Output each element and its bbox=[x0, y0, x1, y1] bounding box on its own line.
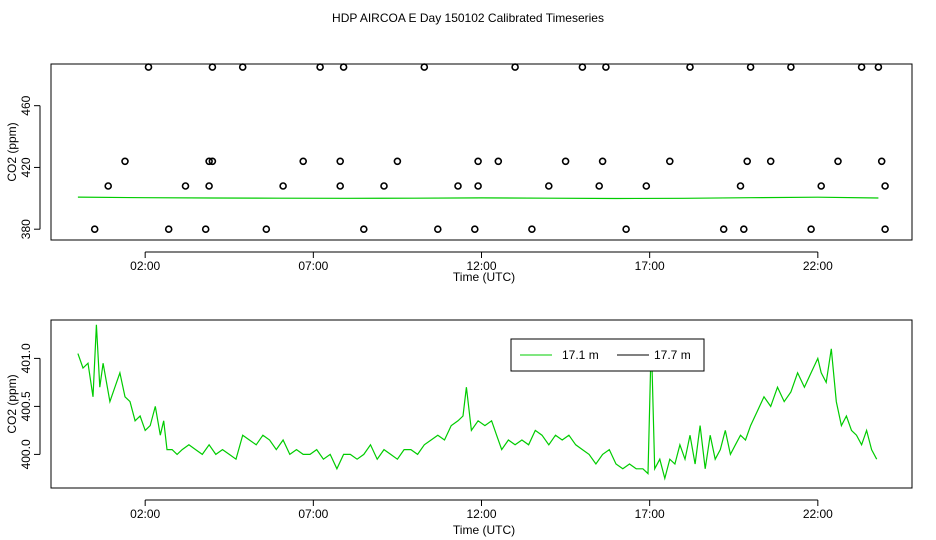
bottom-plot-frame bbox=[50, 319, 913, 489]
top-data-point bbox=[642, 182, 651, 190]
top-data-point bbox=[598, 157, 607, 166]
figure-title: HDP AIRCOA E Day 150102 Calibrated Times… bbox=[332, 11, 604, 25]
top-data-point bbox=[433, 225, 442, 233]
top-data-point bbox=[205, 157, 213, 166]
top-data-point bbox=[743, 157, 752, 166]
top-data-point bbox=[359, 225, 368, 233]
top-data-point bbox=[544, 182, 553, 190]
bottom-y-axis-label: CO2 (ppm) bbox=[5, 374, 19, 433]
bottom-y-tick-label: 401.0 bbox=[19, 343, 33, 373]
top-data-point bbox=[807, 225, 815, 233]
top-data-point bbox=[736, 182, 745, 190]
top-data-point bbox=[279, 182, 287, 190]
top-data-point bbox=[238, 63, 247, 71]
bottom-series-line-0 bbox=[77, 324, 878, 481]
top-chart-panel: 02:00 07:00 12:00 17:00 22:00 380 420 460 Time … bbox=[5, 63, 913, 284]
top-data-point bbox=[299, 157, 308, 166]
legend-label-17-7: 17.7 m bbox=[654, 348, 691, 362]
top-data-point bbox=[420, 63, 429, 71]
top-y-tick-label: 460 bbox=[19, 95, 33, 115]
top-y-tick-label: 380 bbox=[19, 219, 33, 239]
top-x-tick-label: 02:00 bbox=[130, 259, 160, 273]
top-data-point bbox=[474, 182, 482, 190]
legend: 17.1 m 17.7 m bbox=[510, 338, 705, 372]
top-plot-frame bbox=[50, 63, 913, 241]
top-data-point bbox=[454, 182, 462, 190]
bottom-axes: 02:00 07:00 12:00 17:00 22:00 400.0 400.5 401.0 bbox=[19, 343, 833, 521]
bottom-x-tick-label: 12:00 bbox=[466, 507, 496, 521]
top-data-point bbox=[494, 157, 503, 166]
top-data-point bbox=[208, 157, 217, 166]
top-data-point bbox=[393, 157, 402, 166]
top-data-point bbox=[336, 157, 345, 166]
top-data-point bbox=[316, 63, 324, 71]
top-data-point bbox=[474, 157, 482, 166]
top-x-tick-label: 17:00 bbox=[635, 259, 665, 273]
top-x-tick-label: 12:00 bbox=[466, 259, 496, 273]
top-data-point bbox=[90, 225, 99, 233]
top-data-point bbox=[665, 157, 674, 166]
top-data-point bbox=[380, 182, 388, 190]
top-data-point bbox=[336, 182, 345, 190]
top-data-point bbox=[719, 225, 728, 233]
bottom-x-tick-label: 17:00 bbox=[635, 507, 665, 521]
top-data-point bbox=[470, 225, 479, 233]
top-data-point bbox=[787, 63, 795, 71]
top-data-point bbox=[834, 157, 842, 166]
top-data-point bbox=[739, 225, 748, 233]
top-data-point bbox=[622, 225, 630, 233]
top-data-point bbox=[121, 157, 129, 166]
top-data-point bbox=[602, 63, 610, 71]
bottom-series-layer bbox=[77, 324, 878, 481]
top-data-point bbox=[881, 182, 889, 190]
top-data-point bbox=[857, 63, 866, 71]
bottom-x-tick-label: 22:00 bbox=[803, 507, 833, 521]
top-data-point bbox=[561, 157, 570, 166]
top-y-axis-label: CO2 (ppm) bbox=[5, 122, 19, 181]
top-data-point bbox=[766, 157, 775, 166]
top-data-point bbox=[881, 225, 889, 233]
top-axes: 02:00 07:00 12:00 17:00 22:00 380 420 460 bbox=[19, 95, 833, 273]
bottom-y-tick-label: 400.5 bbox=[19, 391, 33, 421]
bottom-x-tick-label: 02:00 bbox=[130, 507, 160, 521]
top-data-point bbox=[578, 63, 587, 71]
top-data-point bbox=[104, 182, 112, 190]
top-data-point bbox=[511, 63, 519, 71]
top-data-point bbox=[686, 63, 694, 71]
top-y-tick-label: 420 bbox=[19, 157, 33, 177]
bottom-y-tick-label: 400.0 bbox=[19, 439, 33, 469]
top-data-point bbox=[877, 157, 886, 166]
top-data-point bbox=[874, 63, 883, 71]
bottom-chart-panel: 02:00 07:00 12:00 17:00 22:00 400.0 400.5 401.0… bbox=[5, 319, 913, 537]
top-data-point bbox=[528, 225, 536, 233]
top-data-point bbox=[144, 63, 153, 71]
top-data-point bbox=[208, 63, 217, 71]
top-data-point bbox=[746, 63, 755, 71]
top-data-point bbox=[595, 182, 604, 190]
top-data-point bbox=[205, 182, 213, 190]
top-x-axis-label: Time (UTC) bbox=[453, 270, 515, 284]
top-data-point bbox=[181, 182, 190, 190]
bottom-x-axis-label: Time (UTC) bbox=[453, 523, 515, 537]
top-x-tick-label: 22:00 bbox=[803, 259, 833, 273]
top-data-point bbox=[201, 225, 210, 233]
bottom-x-tick-label: 07:00 bbox=[298, 507, 328, 521]
top-data-point bbox=[817, 182, 826, 190]
top-data-point bbox=[339, 63, 348, 71]
top-series-layer bbox=[77, 63, 889, 233]
top-x-tick-label: 07:00 bbox=[298, 259, 328, 273]
top-data-point bbox=[262, 225, 271, 233]
top-series-line-0 bbox=[77, 196, 879, 200]
legend-label-17-1: 17.1 m bbox=[562, 348, 599, 362]
top-data-point bbox=[164, 225, 173, 233]
